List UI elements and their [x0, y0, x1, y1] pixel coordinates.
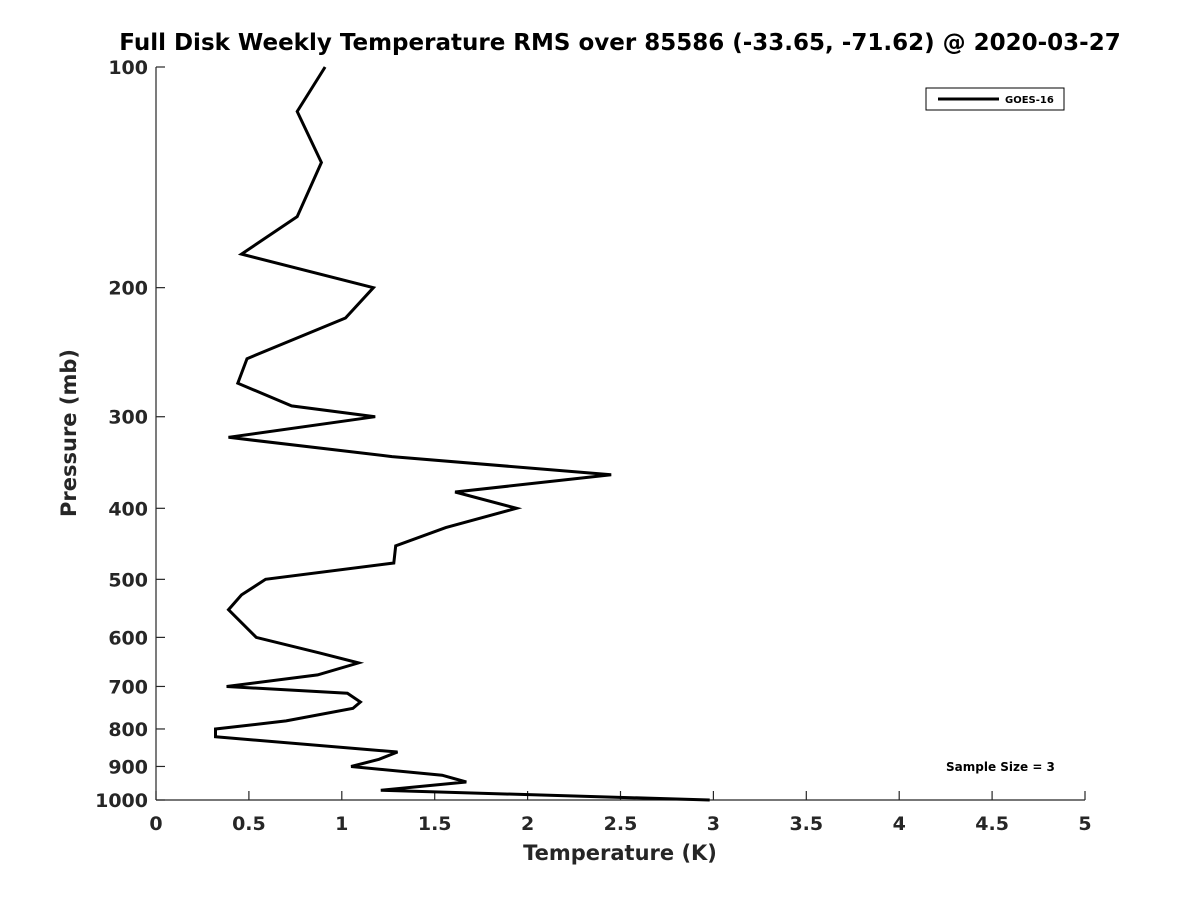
x-tick-label: 1: [335, 813, 348, 835]
sample-size-annotation: Sample Size = 3: [946, 760, 1055, 774]
y-tick-label: 100: [108, 57, 148, 79]
y-tick-label: 800: [108, 719, 148, 741]
x-tick-label: 5: [1078, 813, 1091, 835]
x-tick-label: 3: [707, 813, 720, 835]
series-line-goes-16: [214, 66, 710, 802]
y-tick-label: 600: [108, 627, 148, 649]
y-tick-label: 500: [108, 569, 148, 591]
x-tick-label: 2.5: [604, 813, 638, 835]
x-tick-label: 0.5: [232, 813, 266, 835]
tick-marks: [155, 66, 1086, 801]
x-axis-label: Temperature (K): [523, 841, 717, 865]
chart-title: Full Disk Weekly Temperature RMS over 85…: [119, 30, 1121, 56]
x-tick-label: 2: [521, 813, 534, 835]
y-tick-label: 700: [108, 676, 148, 698]
x-tick-label: 4: [893, 813, 906, 835]
y-tick-label: 200: [108, 278, 148, 300]
legend: GOES-16: [925, 87, 1065, 111]
y-axis-label: Pressure (mb): [57, 349, 81, 517]
x-tick-label: 0: [149, 813, 162, 835]
y-tick-label: 300: [108, 407, 148, 429]
y-tick-label: 400: [108, 498, 148, 520]
legend-entry-goes-16: GOES-16: [1005, 95, 1054, 106]
y-tick-label: 1000: [95, 790, 148, 812]
x-tick-label: 4.5: [975, 813, 1009, 835]
x-tick-label: 3.5: [789, 813, 823, 835]
series-lines: [214, 66, 710, 802]
x-tick-labels: 0 0.5 1 1.5 2 2.5 3 3.5 4 4.5 5: [149, 813, 1091, 835]
y-tick-label: 900: [108, 756, 148, 778]
y-tick-labels: 100 200 300 400 500 600 700 800 900 1000: [95, 57, 148, 812]
x-tick-label: 1.5: [418, 813, 452, 835]
